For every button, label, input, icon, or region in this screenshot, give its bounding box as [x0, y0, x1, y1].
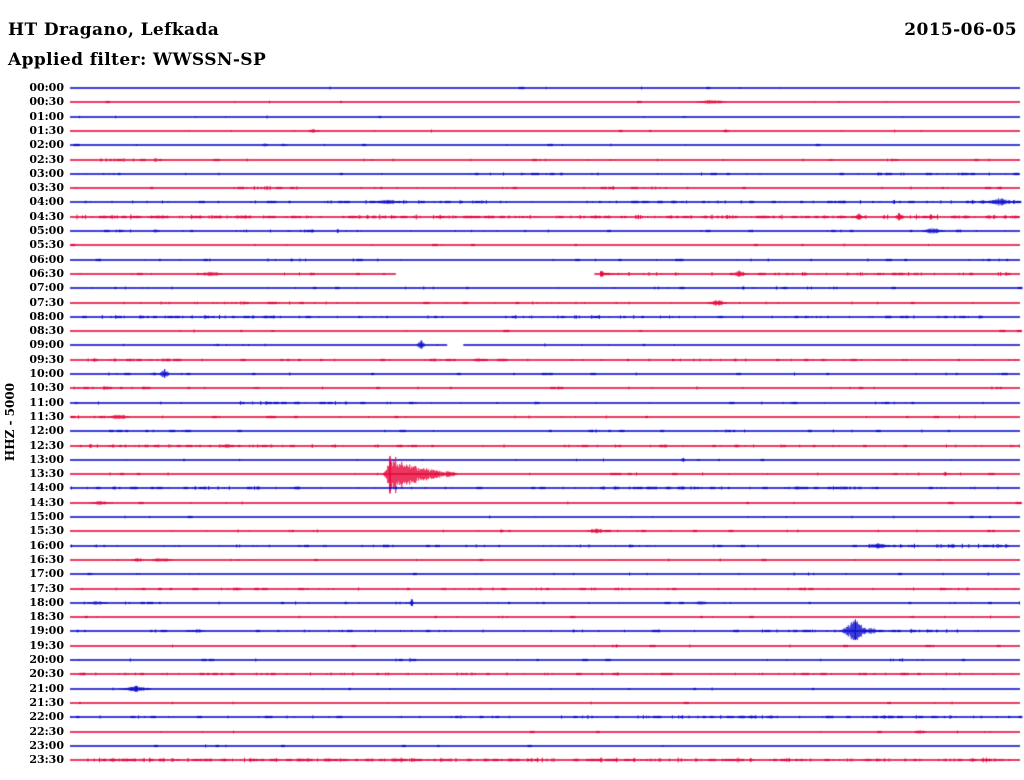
- row-time-label: 00:00: [29, 81, 64, 94]
- row-time-label: 20:00: [29, 653, 64, 666]
- row-time-label: 22:00: [29, 710, 64, 724]
- row-time-label: 12:00: [29, 424, 64, 438]
- row-time-label: 14:30: [29, 495, 64, 509]
- row-time-label: 20:30: [29, 667, 64, 681]
- row-time-label: 01:00: [29, 109, 64, 123]
- row-time-label: 01:30: [29, 123, 64, 137]
- row-time-label: 11:30: [29, 409, 64, 423]
- row-time-label: 06:00: [29, 252, 64, 266]
- row-time-label: 08:00: [29, 309, 64, 323]
- row-time-label: 21:30: [29, 695, 64, 709]
- row-time-label: 12:30: [29, 438, 64, 452]
- row-time-label: 02:00: [29, 138, 64, 152]
- row-time-label: 17:30: [29, 581, 64, 595]
- row-time-label: 05:30: [29, 238, 64, 252]
- row-time-label: 23:30: [29, 753, 64, 767]
- row-time-label: 11:00: [29, 395, 64, 409]
- row-time-label: 03:00: [29, 166, 64, 180]
- row-time-label: 03:30: [29, 181, 64, 195]
- row-time-label: 07:00: [29, 281, 64, 295]
- row-time-label: 08:30: [29, 324, 64, 338]
- row-time-label: 18:30: [29, 610, 64, 624]
- row-time-label: 22:30: [29, 724, 64, 738]
- row-time-label: 07:30: [29, 295, 64, 309]
- row-time-label: 13:30: [29, 467, 64, 481]
- row-time-label: 04:00: [29, 195, 64, 209]
- row-time-label: 15:00: [29, 510, 64, 523]
- row-time-label: 00:30: [29, 95, 64, 109]
- row-time-label: 15:30: [29, 524, 64, 538]
- row-time-label: 13:00: [29, 452, 64, 466]
- row-time-label: 04:30: [29, 209, 64, 223]
- row-time-label: 10:00: [29, 367, 64, 380]
- date-label: 2015-06-05: [904, 20, 1017, 40]
- row-time-label: 02:30: [29, 152, 64, 166]
- filter-label: Applied filter: WWSSN-SP: [8, 50, 267, 70]
- row-time-label: 10:30: [29, 381, 64, 395]
- row-time-label: 09:30: [29, 352, 64, 366]
- row-time-label: 14:00: [29, 481, 64, 495]
- row-time-label: 16:00: [29, 538, 64, 552]
- row-time-label: 23:00: [29, 738, 64, 752]
- row-time-label: 19:00: [29, 624, 64, 638]
- row-time-label: 09:00: [29, 338, 64, 352]
- row-time-label: 17:00: [29, 567, 64, 581]
- row-time-label: 05:00: [29, 224, 64, 237]
- page-title: HT Dragano, Lefkada: [8, 20, 220, 40]
- row-time-label: 18:00: [29, 595, 64, 609]
- row-time-label: 19:30: [29, 638, 64, 652]
- row-time-label: 16:30: [29, 552, 64, 566]
- row-time-label: 21:00: [29, 681, 64, 695]
- row-time-label: 06:30: [29, 266, 64, 280]
